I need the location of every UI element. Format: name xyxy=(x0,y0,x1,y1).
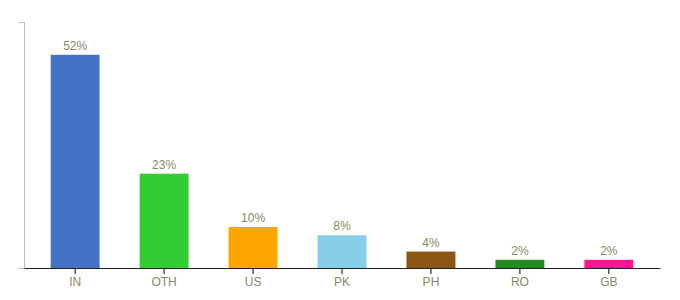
x-tick-label: PH xyxy=(423,275,440,289)
y-axis-line xyxy=(18,23,25,269)
x-tick-label: RO xyxy=(511,275,529,289)
bar xyxy=(495,260,544,268)
x-tick-label: US xyxy=(245,275,262,289)
x-tick: IN xyxy=(69,268,81,289)
bar xyxy=(140,174,189,268)
x-tick-label: PK xyxy=(334,275,350,289)
x-tick: GB xyxy=(600,268,617,289)
x-tick-label: IN xyxy=(69,275,81,289)
bar xyxy=(318,235,367,268)
x-tick-label: OTH xyxy=(151,275,176,289)
x-tick-mark xyxy=(253,268,254,274)
data-label: 52% xyxy=(63,39,87,53)
x-tick: PH xyxy=(423,268,440,289)
x-tick: PK xyxy=(334,268,350,289)
data-label: 8% xyxy=(333,219,351,233)
x-tick-mark xyxy=(519,268,520,274)
bar xyxy=(229,227,278,268)
data-label: 23% xyxy=(152,158,176,172)
y-axis xyxy=(18,23,25,269)
bar xyxy=(51,55,100,268)
bar xyxy=(584,260,633,268)
x-tick: OTH xyxy=(151,268,176,289)
x-tick-mark xyxy=(430,268,431,274)
plot-area: IN OTH US PK PH RO GB 52% 23% 10% 8% 4% 2% 2% xyxy=(18,23,661,289)
data-label: 4% xyxy=(422,236,440,250)
data-label: 2% xyxy=(600,244,618,258)
x-tick-mark xyxy=(608,268,609,274)
data-labels: 52% 23% 10% 8% 4% 2% 2% xyxy=(63,39,618,258)
x-axis: IN OTH US PK PH RO GB xyxy=(25,268,661,289)
x-tick: RO xyxy=(511,268,529,289)
data-label: 2% xyxy=(511,244,529,258)
x-tick-label: GB xyxy=(600,275,617,289)
x-tick-mark xyxy=(164,268,165,274)
chart-container: IN OTH US PK PH RO GB 52% 23% 10% 8% 4% 2% 2% xyxy=(0,0,680,300)
x-tick-mark xyxy=(75,268,76,274)
x-tick: US xyxy=(245,268,262,289)
chart-svg: IN OTH US PK PH RO GB 52% 23% 10% 8% 4% 2% 2% xyxy=(0,0,680,300)
x-tick-mark xyxy=(342,268,343,274)
data-label: 10% xyxy=(241,211,265,225)
bars xyxy=(51,55,634,268)
bar xyxy=(406,252,455,268)
